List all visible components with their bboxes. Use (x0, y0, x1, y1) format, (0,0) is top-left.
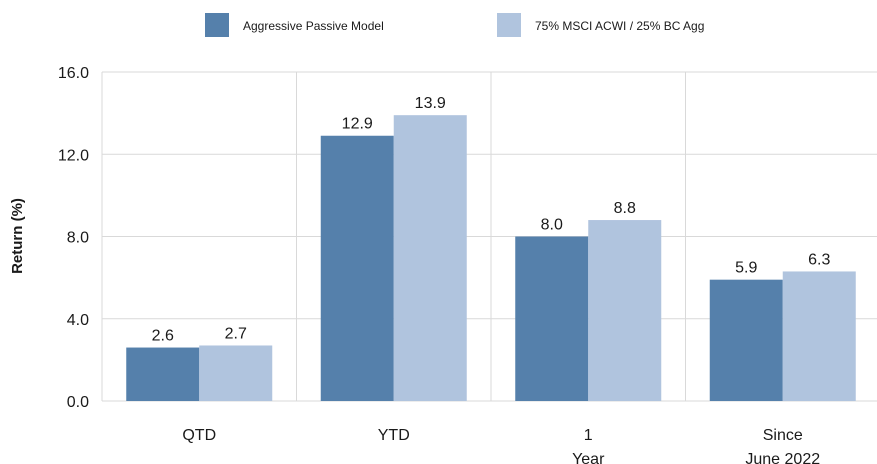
y-axis-title: Return (%) (9, 198, 26, 274)
y-tick-label: 4.0 (67, 312, 89, 329)
x-axis-categories: QTD YTD 1 Year Since June 2022 (182, 427, 820, 464)
bar (515, 236, 589, 401)
bar (588, 220, 662, 401)
legend-label: 75% MSCI ACWI / 25% BC Agg (535, 19, 704, 33)
x-category-label: Since (763, 427, 803, 444)
legend: Aggressive Passive Model 75% MSCI ACWI / … (205, 13, 704, 37)
y-tick-label: 0.0 (67, 394, 89, 411)
bar (709, 279, 783, 401)
data-label: 13.9 (415, 95, 446, 112)
legend-label: Aggressive Passive Model (243, 19, 384, 33)
bars (126, 115, 856, 402)
x-category-label: 1 (584, 427, 593, 444)
legend-swatch (205, 13, 229, 37)
data-label: 12.9 (342, 116, 373, 133)
y-tick-label: 12.0 (58, 147, 89, 164)
data-label: 5.9 (735, 260, 757, 277)
legend-swatch (497, 13, 521, 37)
x-category-label: Year (572, 451, 605, 464)
bar (782, 271, 856, 401)
y-tick-label: 16.0 (58, 65, 89, 82)
bar (199, 345, 273, 401)
data-labels: 2.6 2.7 12.9 13.9 8.0 8.8 5.9 6.3 (152, 95, 831, 344)
data-label: 8.8 (614, 200, 636, 217)
bar (393, 115, 467, 402)
x-category-label: YTD (378, 427, 410, 444)
data-label: 8.0 (541, 217, 563, 234)
x-category-label: QTD (182, 427, 216, 444)
bar (126, 347, 200, 401)
bar (320, 135, 394, 401)
data-label: 6.3 (808, 251, 830, 268)
y-tick-label: 8.0 (67, 230, 89, 247)
data-label: 2.7 (225, 325, 247, 342)
y-axis-ticks: 0.0 4.0 8.0 12.0 16.0 (58, 65, 89, 411)
x-category-label: June 2022 (745, 451, 820, 464)
data-label: 2.6 (152, 328, 174, 345)
